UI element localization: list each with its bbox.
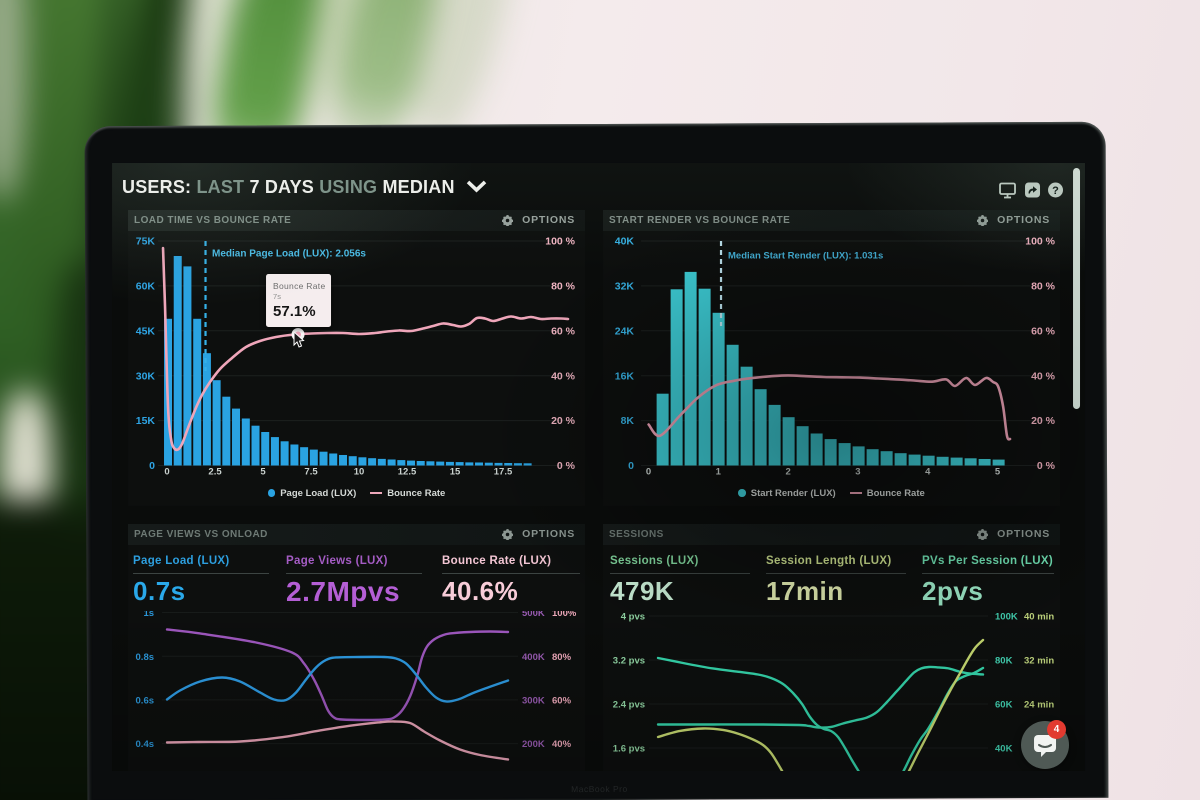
svg-text:100K: 100K: [995, 611, 1018, 622]
svg-text:Median Page Load (LUX): 2.056s: Median Page Load (LUX): 2.056s: [212, 248, 366, 259]
svg-text:60 %: 60 %: [551, 325, 576, 337]
svg-text:24 min: 24 min: [1024, 699, 1054, 710]
svg-text:80 %: 80 %: [551, 280, 576, 292]
svg-text:400K: 400K: [522, 651, 545, 662]
svg-text:300K: 300K: [522, 695, 545, 706]
svg-text:80K: 80K: [995, 655, 1013, 666]
svg-text:0 %: 0 %: [557, 460, 576, 472]
svg-text:0: 0: [149, 460, 155, 472]
svg-text:0.4s: 0.4s: [136, 739, 154, 750]
svg-text:0.8s: 0.8s: [136, 651, 155, 662]
svg-text:4: 4: [925, 466, 931, 477]
svg-text:80 %: 80 %: [1031, 280, 1056, 292]
svg-text:60K: 60K: [995, 699, 1013, 710]
svg-text:3.2 pvs: 3.2 pvs: [613, 655, 645, 666]
svg-text:200K: 200K: [522, 739, 545, 750]
svg-text:30K: 30K: [136, 370, 156, 382]
svg-text:32 min: 32 min: [1024, 655, 1054, 666]
svg-text:20 %: 20 %: [551, 415, 576, 427]
svg-text:40%: 40%: [552, 739, 572, 750]
svg-text:12.5: 12.5: [398, 466, 417, 477]
svg-text:60%: 60%: [552, 695, 572, 706]
svg-text:Median Start Render (LUX): 1.0: Median Start Render (LUX): 1.031s: [728, 250, 883, 261]
svg-text:100 %: 100 %: [1025, 236, 1055, 248]
svg-text:40 min: 40 min: [1024, 611, 1054, 622]
svg-text:7.5: 7.5: [304, 466, 318, 477]
svg-text:8K: 8K: [621, 415, 635, 427]
svg-text:40K: 40K: [615, 236, 635, 248]
svg-text:3: 3: [855, 466, 860, 477]
svg-text:24K: 24K: [615, 325, 635, 337]
svg-text:16K: 16K: [615, 370, 635, 382]
svg-text:45K: 45K: [136, 325, 156, 337]
svg-text:20 %: 20 %: [1031, 415, 1056, 427]
svg-text:40 %: 40 %: [551, 370, 576, 382]
svg-text:10: 10: [354, 466, 365, 477]
svg-text:2: 2: [785, 466, 790, 477]
svg-text:2.4 pvs: 2.4 pvs: [613, 699, 645, 710]
svg-text:1: 1: [716, 466, 722, 477]
svg-text:100%: 100%: [552, 610, 577, 618]
svg-text:40K: 40K: [995, 743, 1013, 754]
svg-text:60 %: 60 %: [1031, 325, 1056, 337]
svg-text:0: 0: [646, 466, 651, 477]
svg-text:15: 15: [450, 466, 461, 477]
svg-text:2.5: 2.5: [208, 466, 222, 477]
svg-text:5: 5: [995, 466, 1001, 477]
svg-text:0: 0: [164, 466, 169, 477]
svg-text:17.5: 17.5: [494, 466, 513, 477]
svg-text:500K: 500K: [522, 610, 545, 618]
svg-text:0.6s: 0.6s: [136, 695, 155, 706]
svg-text:60K: 60K: [136, 280, 156, 292]
svg-text:?: ?: [1052, 185, 1059, 197]
svg-text:4 pvs: 4 pvs: [621, 611, 645, 622]
svg-text:1.6 pvs: 1.6 pvs: [613, 743, 645, 754]
svg-text:75K: 75K: [136, 236, 156, 248]
svg-text:0 %: 0 %: [1037, 460, 1056, 472]
svg-text:5: 5: [260, 466, 266, 477]
svg-text:0: 0: [628, 460, 634, 472]
svg-text:1s: 1s: [143, 610, 154, 618]
svg-text:15K: 15K: [136, 415, 156, 427]
svg-text:40 %: 40 %: [1031, 370, 1056, 382]
svg-text:80%: 80%: [552, 651, 572, 662]
svg-text:32K: 32K: [615, 280, 635, 292]
svg-text:100 %: 100 %: [545, 236, 575, 248]
